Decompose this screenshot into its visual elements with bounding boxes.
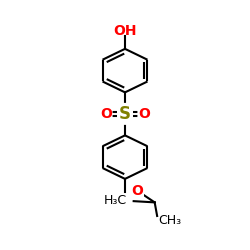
Text: O: O xyxy=(138,107,150,121)
Text: O: O xyxy=(132,184,143,198)
Text: S: S xyxy=(119,105,131,123)
Text: H₃C: H₃C xyxy=(104,194,127,207)
Text: O: O xyxy=(100,107,112,121)
Text: OH: OH xyxy=(113,24,137,38)
Text: CH₃: CH₃ xyxy=(158,214,182,227)
